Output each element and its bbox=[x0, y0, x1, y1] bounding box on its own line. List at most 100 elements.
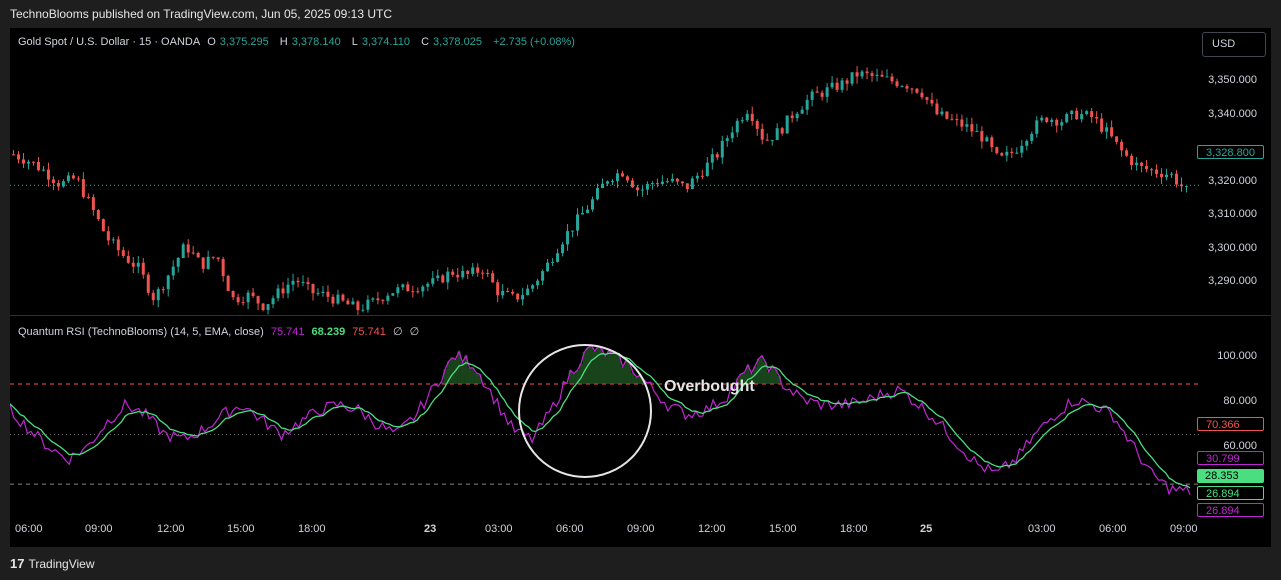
overbought-badge: 70.366 bbox=[1197, 417, 1264, 431]
candle-body bbox=[241, 302, 245, 304]
candle-body bbox=[1015, 152, 1019, 154]
rsi-value-5: ∅ bbox=[409, 326, 420, 338]
candle-body bbox=[261, 303, 265, 310]
candle-body bbox=[286, 284, 290, 294]
time-tick: 12:00 bbox=[157, 523, 185, 535]
time-tick: 18:00 bbox=[298, 523, 326, 535]
candle-body bbox=[101, 219, 105, 232]
candle-body bbox=[735, 120, 739, 133]
candle-body bbox=[895, 81, 899, 87]
candle-body bbox=[855, 72, 859, 77]
candle-body bbox=[1030, 133, 1034, 141]
candle-body bbox=[446, 271, 450, 283]
chart-area[interactable]: Gold Spot / U.S. Dollar · 15 · OANDA O 3,… bbox=[9, 28, 1271, 547]
candle-body bbox=[391, 293, 395, 296]
rsi-title[interactable]: Quantum RSI (TechnoBlooms) (14, 5, EMA, … bbox=[18, 326, 264, 338]
candle-body bbox=[586, 209, 590, 213]
candle-body bbox=[346, 300, 350, 305]
rsi-badge-green: 26.894 bbox=[1197, 486, 1264, 500]
time-tick: 09:00 bbox=[1170, 523, 1198, 535]
candle-body bbox=[541, 271, 545, 281]
candle-body bbox=[436, 275, 440, 279]
candle-body bbox=[12, 154, 15, 156]
candle-body bbox=[451, 271, 455, 275]
candle-body bbox=[71, 175, 75, 179]
candle-body bbox=[995, 147, 999, 154]
candle-body bbox=[815, 91, 819, 93]
candle-body bbox=[945, 111, 949, 119]
time-tick: 25 bbox=[920, 523, 933, 535]
price-pane[interactable] bbox=[10, 28, 1271, 315]
candle-body bbox=[431, 278, 435, 284]
price-candles bbox=[10, 66, 1200, 315]
tradingview-logo[interactable]: 17 TradingView bbox=[10, 556, 95, 571]
candle-body bbox=[226, 275, 230, 291]
candle-body bbox=[126, 255, 130, 263]
symbol-title[interactable]: Gold Spot / U.S. Dollar · 15 · OANDA bbox=[18, 36, 201, 48]
candle-body bbox=[211, 256, 215, 258]
candle-body bbox=[755, 120, 759, 129]
candle-body bbox=[251, 292, 255, 297]
time-tick: 09:00 bbox=[627, 523, 655, 535]
candle-body bbox=[680, 181, 684, 184]
candle-body bbox=[985, 137, 989, 142]
candle-body bbox=[785, 115, 789, 134]
candle-body bbox=[476, 267, 480, 273]
candle-body bbox=[760, 128, 764, 140]
time-axis[interactable]: 06:00 09:00 12:00 15:00 18:00 23 03:00 0… bbox=[10, 523, 1271, 547]
ohlc-close: C 3,378.025 bbox=[421, 36, 482, 48]
candle-body bbox=[496, 282, 500, 296]
candle-body bbox=[1140, 162, 1144, 166]
candle-body bbox=[1105, 127, 1109, 132]
candle-body bbox=[1080, 114, 1084, 120]
currency-button[interactable]: USD bbox=[1202, 32, 1266, 57]
tradingview-brand: TradingView bbox=[28, 557, 95, 571]
candle-body bbox=[581, 212, 585, 215]
candle-body bbox=[196, 253, 200, 258]
candle-body bbox=[421, 286, 425, 292]
candle-body bbox=[660, 181, 664, 185]
candle-body bbox=[1095, 117, 1099, 119]
candle-body bbox=[386, 295, 390, 301]
candle-body bbox=[920, 92, 924, 98]
candle-body bbox=[1085, 111, 1089, 115]
candle-body bbox=[1135, 162, 1139, 166]
candle-body bbox=[416, 291, 420, 293]
candle-body bbox=[341, 294, 345, 301]
candle-body bbox=[321, 291, 325, 294]
ohlc-low: L 3,374.110 bbox=[351, 36, 410, 48]
footer: 17 TradingView bbox=[0, 547, 1281, 580]
time-tick: 06:00 bbox=[15, 523, 43, 535]
candle-body bbox=[371, 298, 375, 300]
rsi-signal-line bbox=[9, 352, 1191, 489]
candle-body bbox=[316, 293, 320, 295]
price-tick: 3,340.000 bbox=[1208, 108, 1257, 120]
candle-body bbox=[376, 298, 380, 301]
candle-body bbox=[456, 274, 460, 278]
pane-divider[interactable] bbox=[10, 315, 1271, 316]
rsi-pane[interactable] bbox=[9, 316, 1271, 527]
candle-body bbox=[76, 178, 80, 180]
candle-body bbox=[620, 173, 624, 177]
candle-body bbox=[1155, 169, 1159, 174]
candle-body bbox=[925, 97, 929, 100]
candle-body bbox=[670, 178, 674, 182]
candle-body bbox=[336, 294, 340, 304]
candle-body bbox=[26, 161, 30, 164]
price-axis[interactable]: 3,350.000 3,340.000 3,320.000 3,310.000 … bbox=[1197, 28, 1271, 527]
candle-body bbox=[1005, 151, 1009, 156]
candle-body bbox=[516, 293, 520, 300]
time-tick: 03:00 bbox=[1028, 523, 1056, 535]
candle-body bbox=[830, 82, 834, 88]
candle-body bbox=[296, 280, 300, 283]
candle-body bbox=[146, 274, 150, 293]
time-tick: 09:00 bbox=[85, 523, 113, 535]
candle-body bbox=[601, 183, 604, 189]
candle-body bbox=[890, 76, 894, 82]
time-tick: 15:00 bbox=[769, 523, 797, 535]
candle-body bbox=[765, 139, 769, 141]
candle-body bbox=[271, 298, 275, 305]
candle-body bbox=[46, 169, 50, 180]
candle-body bbox=[695, 175, 699, 179]
candle-body bbox=[690, 178, 694, 190]
